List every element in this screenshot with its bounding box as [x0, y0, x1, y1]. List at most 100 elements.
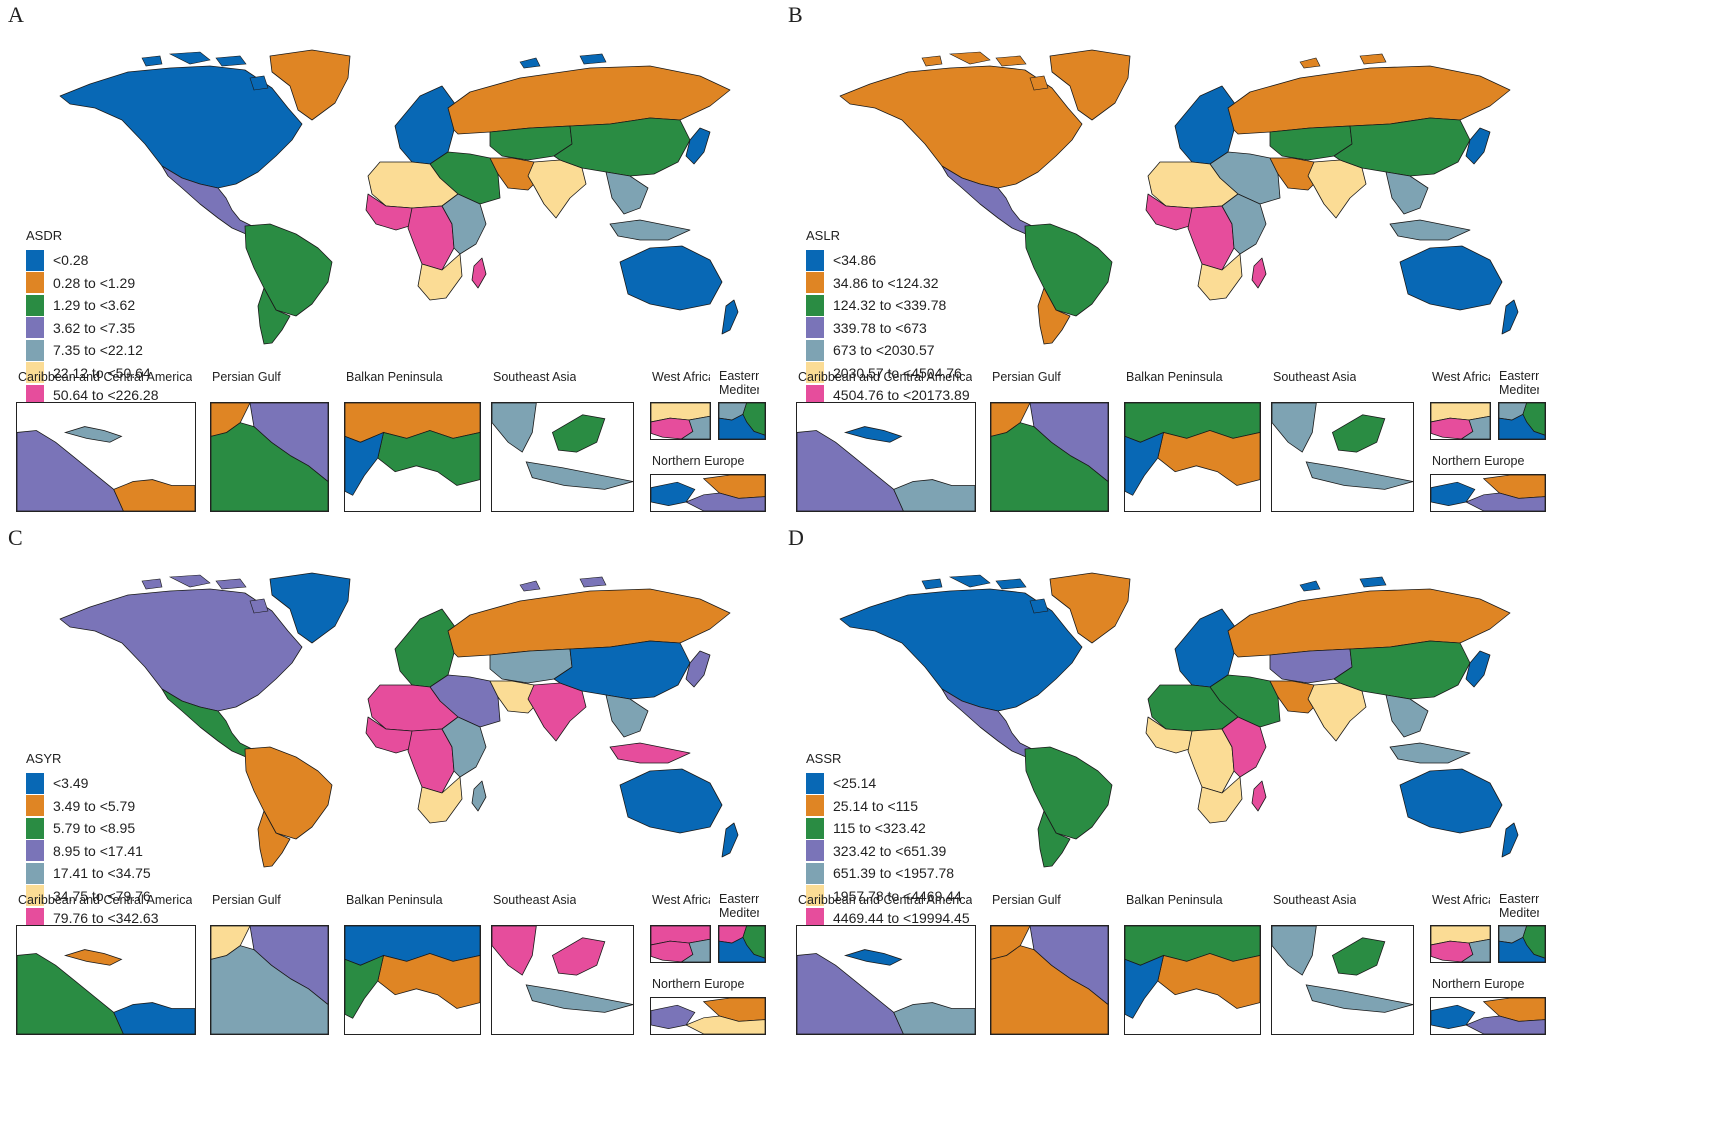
legend-label: 673 to <2030.57	[833, 342, 935, 359]
region-south_africa	[417, 776, 463, 824]
region-south_africa	[1197, 776, 1243, 824]
inset-region	[991, 945, 1108, 1034]
arctic-island	[579, 53, 607, 65]
inset-label-seasia: Southeast Asia	[493, 370, 577, 384]
inset-region	[551, 937, 606, 976]
world-map	[59, 572, 739, 868]
legend-label: 8.95 to <17.41	[53, 842, 143, 859]
inset-map-gulf	[210, 402, 329, 512]
legend-item: 3.62 to <7.35	[26, 317, 216, 340]
legend-item: 4469.44 to <19994.45	[806, 907, 996, 930]
legend-item: 1.29 to <3.62	[26, 294, 216, 317]
arctic-island	[579, 576, 607, 588]
inset-region	[345, 954, 385, 1019]
region-europe	[1174, 85, 1239, 165]
region-madagascar	[1251, 257, 1267, 289]
legend-label: 22.12 to <50.64	[53, 364, 151, 381]
legend-label: 115 to <323.42	[833, 820, 926, 837]
region-na	[839, 65, 1083, 189]
arctic-island	[995, 578, 1027, 590]
inset-region	[1157, 953, 1260, 1009]
region-japan	[1465, 127, 1491, 165]
legend-label: 323.42 to <651.39	[833, 842, 947, 859]
legend-item: 4504.76 to <20173.89	[806, 384, 996, 407]
inset-region	[525, 461, 633, 490]
inset-region	[719, 936, 765, 962]
legend-swatch	[26, 862, 44, 884]
inset-map-balkan	[1124, 402, 1261, 512]
legend-swatch	[26, 317, 44, 339]
region-australia	[1399, 768, 1503, 834]
legend-swatch	[806, 317, 824, 339]
region-sa_south	[257, 287, 291, 345]
inset-region	[1460, 938, 1490, 962]
inset-region	[797, 430, 904, 511]
inset-label-balkan: Balkan Peninsula	[346, 370, 443, 384]
legend-label: 25.14 to <115	[833, 797, 918, 814]
legend-swatch	[26, 840, 44, 862]
legend-swatch	[806, 384, 824, 406]
legend-item: 34.86 to <124.32	[806, 272, 996, 295]
inset-region	[843, 426, 903, 443]
arctic-island	[1029, 598, 1049, 614]
inset-region	[17, 953, 124, 1034]
region-australia	[619, 245, 723, 311]
panel-assr: D ASSR <25.14 25.14 to <115 115 to <323.42 32…	[780, 523, 1636, 1090]
inset-label-balkan: Balkan Peninsula	[346, 893, 443, 907]
inset-label-caribbean: Caribbean and Central America	[18, 893, 193, 907]
arctic-island	[948, 51, 991, 65]
inset-region	[893, 479, 975, 511]
legend-swatch	[806, 272, 824, 294]
inset-region	[893, 1002, 975, 1034]
region-west_africa	[1145, 193, 1197, 231]
panel-asdr: A ASDR <0.28 0.28 to <1.29 1.29 to <3.62 3.62…	[0, 0, 856, 567]
inset-map-eastmed	[1498, 925, 1546, 963]
inset-label-seasia: Southeast Asia	[1273, 893, 1357, 907]
region-na	[59, 65, 303, 189]
arctic-island	[948, 574, 991, 588]
legend-swatch	[806, 772, 824, 794]
region-indonesia	[609, 219, 691, 241]
inset-map-balkan	[1124, 925, 1261, 1035]
region-india	[1307, 682, 1367, 742]
region-madagascar	[471, 257, 487, 289]
legend-item: 1957.78 to <4469.44	[806, 885, 996, 908]
arctic-island	[1359, 53, 1387, 65]
legend-label: 4504.76 to <20173.89	[833, 387, 970, 404]
inset-region	[1331, 937, 1386, 976]
legend-label: <3.49	[53, 775, 89, 792]
arctic-island	[921, 578, 943, 590]
panel-letter: A	[8, 2, 24, 27]
inset-map-seasia	[491, 925, 634, 1035]
region-na	[59, 588, 303, 712]
legend-swatch	[26, 885, 44, 907]
legend-label: <34.86	[833, 252, 877, 269]
inset-region	[377, 953, 480, 1009]
inset-map-gulf	[990, 925, 1109, 1035]
inset-region	[63, 949, 123, 966]
inset-label-westafrica: West Africa	[1432, 370, 1490, 384]
region-sa	[1024, 223, 1113, 317]
inset-map-northeurope	[1430, 474, 1546, 512]
inset-map-gulf	[990, 402, 1109, 512]
inset-label-westafrica: West Africa	[1432, 893, 1490, 907]
legend-swatch	[806, 885, 824, 907]
region-west_africa	[365, 193, 417, 231]
legend-label: 1.29 to <3.62	[53, 297, 136, 314]
inset-label-northeurope: Northern Europe	[1432, 977, 1525, 991]
region-south_africa	[1197, 253, 1243, 301]
inset-label-seasia: Southeast Asia	[1273, 370, 1357, 384]
inset-map-caribbean	[796, 925, 976, 1035]
inset-region	[1272, 403, 1317, 453]
legend-label: 5.79 to <8.95	[53, 820, 136, 837]
region-greenland	[269, 49, 351, 121]
region-japan	[685, 127, 711, 165]
inset-region	[113, 479, 195, 511]
legend-item: 124.32 to <339.78	[806, 294, 996, 317]
region-russia	[447, 588, 731, 658]
inset-label-gulf: Persian Gulf	[212, 370, 281, 384]
legend-item: 2030.57 to <4504.76	[806, 362, 996, 385]
region-sa_south	[257, 810, 291, 868]
legend-swatch	[806, 249, 824, 271]
inset-region	[1157, 430, 1260, 486]
